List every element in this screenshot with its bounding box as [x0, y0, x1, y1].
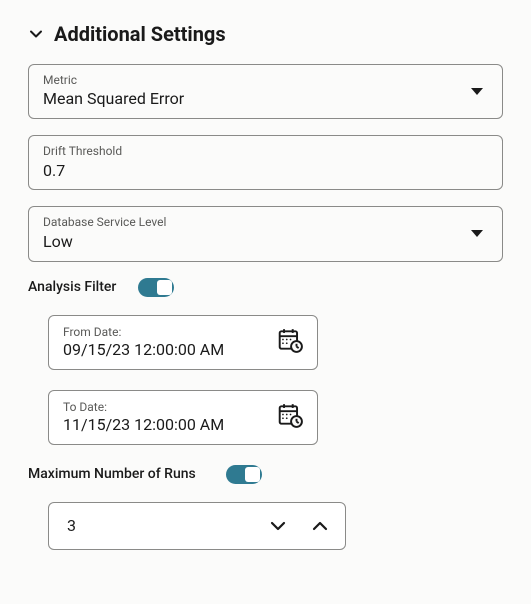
max-runs-input[interactable]: 3 — [48, 502, 346, 550]
date-range-block: From Date: 09/15/23 12:00:00 AM To Date — [28, 315, 503, 445]
section-title: Additional Settings — [54, 22, 226, 46]
spinner-controls — [263, 511, 335, 541]
from-date-label: From Date: — [63, 325, 224, 339]
metric-value: Mean Squared Error — [43, 89, 470, 110]
to-date-value: 11/15/23 12:00:00 AM — [63, 415, 224, 434]
db-service-level-select[interactable]: Database Service Level Low — [28, 206, 503, 261]
drift-threshold-label: Drift Threshold — [43, 144, 488, 158]
from-date-input[interactable]: From Date: 09/15/23 12:00:00 AM — [48, 315, 318, 370]
db-service-level-label: Database Service Level — [43, 215, 470, 229]
drift-threshold-value: 0.7 — [43, 161, 488, 182]
chevron-down-icon — [28, 27, 44, 41]
to-date-label: To Date: — [63, 400, 224, 414]
analysis-filter-label: Analysis Filter — [28, 279, 116, 295]
increment-button[interactable] — [305, 511, 335, 541]
max-runs-label: Maximum Number of Runs — [28, 466, 196, 482]
analysis-filter-row: Analysis Filter — [28, 278, 503, 297]
drift-threshold-input[interactable]: Drift Threshold 0.7 — [28, 135, 503, 190]
metric-select[interactable]: Metric Mean Squared Error — [28, 64, 503, 119]
max-runs-value: 3 — [67, 516, 76, 535]
from-date-value: 09/15/23 12:00:00 AM — [63, 340, 224, 359]
max-runs-block: 3 — [28, 502, 503, 550]
section-header[interactable]: Additional Settings — [28, 22, 503, 46]
db-service-level-value: Low — [43, 232, 470, 253]
max-runs-row: Maximum Number of Runs — [28, 465, 503, 484]
dropdown-icon — [470, 82, 484, 101]
calendar-icon[interactable] — [277, 402, 303, 432]
to-date-input[interactable]: To Date: 11/15/23 12:00:00 AM — [48, 390, 318, 445]
calendar-icon[interactable] — [277, 327, 303, 357]
max-runs-toggle[interactable] — [226, 465, 262, 484]
analysis-filter-toggle[interactable] — [138, 278, 174, 297]
metric-label: Metric — [43, 73, 470, 87]
decrement-button[interactable] — [263, 511, 293, 541]
dropdown-icon — [470, 224, 484, 243]
